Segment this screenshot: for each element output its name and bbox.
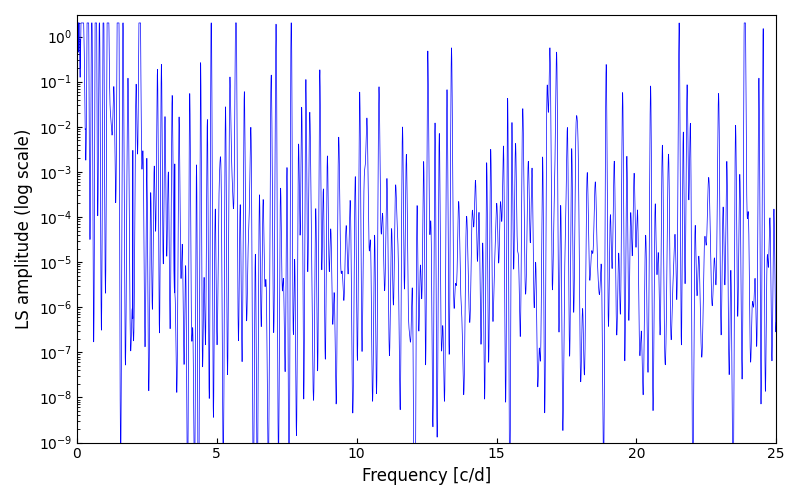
X-axis label: Frequency [c/d]: Frequency [c/d] <box>362 467 491 485</box>
Y-axis label: LS amplitude (log scale): LS amplitude (log scale) <box>15 128 33 329</box>
